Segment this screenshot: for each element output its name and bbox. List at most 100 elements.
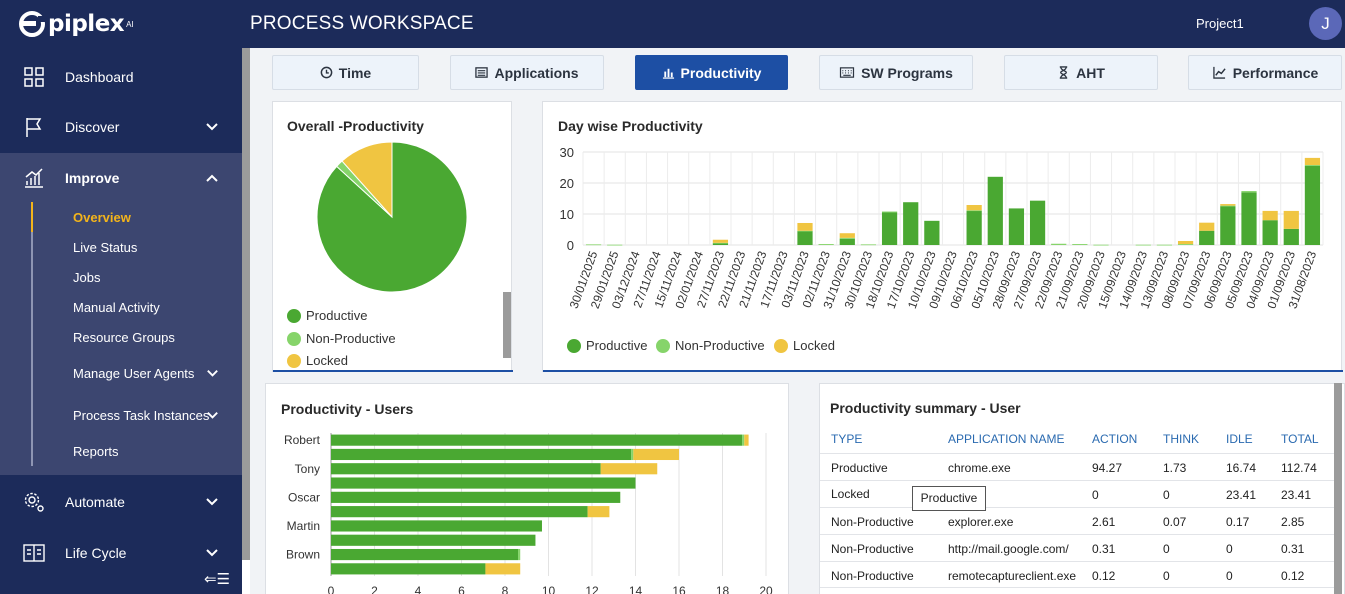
bar-segment-non-productive [518,548,521,561]
column-header-total[interactable]: TOTAL [1281,432,1319,446]
tab-productivity[interactable]: Productivity [635,55,788,90]
sidebar-item-label: Life Cycle [65,545,127,561]
piplex-logo[interactable]: piplex AI [18,9,138,39]
cell-total: 2.85 [1281,515,1305,529]
productivity-summary-card: Productivity summary - User [819,383,1345,594]
collapse-sidebar-icon[interactable]: ⇐☰ [204,571,231,588]
submenu-resource-groups[interactable]: Resource Groups [73,330,175,345]
column-header-application[interactable]: APPLICATION NAME [948,432,1065,446]
bar-segment-non-productive [1156,244,1173,246]
cell-think: 0 [1163,542,1170,556]
legend-dot [656,338,670,353]
chevron-up-icon [206,174,218,182]
sidebar-item-label: Improve [65,170,120,186]
column-header-idle[interactable]: IDLE [1226,432,1253,446]
cell-type: Locked [831,487,870,501]
submenu-live-status[interactable]: Live Status [73,240,138,255]
table-row[interactable]: Non-Productive http://mail.google.com/ 0… [820,534,1334,561]
sidebar-scrollbar-thumb[interactable] [242,48,250,560]
column-header-type[interactable]: TYPE [831,432,863,446]
submenu-manage-user-agents[interactable]: Manage User Agents [73,366,195,381]
column-header-action[interactable]: ACTION [1092,432,1138,446]
column-header-think[interactable]: THINK [1163,432,1199,446]
legend-label: Locked [306,353,348,368]
table-row[interactable]: Non-Productive explorer.exe 2.61 0.07 0.… [820,507,1334,534]
table-scrollbar[interactable] [1334,383,1342,594]
bar-segment-productive [903,202,919,245]
cell-total: 0.31 [1281,542,1305,556]
tab-performance[interactable]: Performance [1188,55,1342,90]
bar-segment-productive [924,220,940,245]
submenu-manual-activity[interactable]: Manual Activity [73,300,160,315]
table-row[interactable]: Locked 0 0 23.41 23.41 [820,480,1334,507]
cell-application: chrome.exe [948,461,1011,475]
card-underline [273,370,513,372]
bar-segment-non-productive [860,244,877,246]
legend-productive[interactable]: Productive [567,338,647,353]
bar-segment-non-productive [1093,244,1109,246]
submenu-track [31,202,33,466]
growth-chart-icon [25,168,43,188]
bar-segment-locked [839,233,855,238]
tab-time[interactable]: Time [272,55,419,90]
bar-segment-locked [797,222,813,231]
x-tick-label: 12 [585,584,599,594]
chevron-down-icon[interactable] [205,366,220,381]
y-tick-label: 30 [560,145,574,160]
bar-segment-productive [331,448,632,461]
sidebar-item-discover[interactable]: Discover [0,102,242,152]
cell-idle: 0 [1226,569,1233,583]
x-tick-label: 2 [371,584,378,594]
lifecycle-icon [23,544,45,562]
sidebar-scrollbar[interactable] [242,48,250,594]
bar-segment-locked [1220,204,1236,206]
bar-segment-productive [331,477,636,489]
cell-type: Non-Productive [831,542,914,556]
submenu-jobs[interactable]: Jobs [73,270,101,285]
submenu-reports[interactable]: Reports [73,444,119,459]
bar-segment-productive [331,520,542,532]
sidebar-item-automate[interactable]: Automate [0,477,242,527]
legend-non-productive[interactable]: Non-Productive [656,338,765,353]
legend-label: Non-Productive [675,338,765,353]
cell-application: explorer.exe [948,515,1014,529]
tab-label: Applications [494,64,579,81]
bar-segment-non-productive [839,237,855,239]
legend-productive[interactable]: Productive [287,308,367,323]
table-row[interactable]: Non-Productive remotecaptureclient.exe 0… [820,561,1334,588]
grid-icon [24,67,44,87]
tab-applications[interactable]: Applications [450,55,604,90]
list-icon [475,67,489,78]
sidebar-item-dashboard[interactable]: Dashboard [0,52,242,102]
pie-chart [316,141,468,293]
bar-segment-productive [712,243,729,245]
cell-idle: 16.74 [1226,461,1257,475]
legend-locked[interactable]: Locked [287,353,348,368]
tab-sw-programs[interactable]: SW Programs [819,55,973,90]
bar-segment-non-productive [742,434,745,446]
bar-segment-productive [331,534,536,546]
cell-action: 0.12 [1092,569,1116,583]
chevron-down-icon [206,498,218,506]
summary-title: Productivity summary - User [830,400,1021,416]
submenu-process-task-instances[interactable]: Process Task Instances [73,408,210,423]
user-avatar[interactable]: J [1309,7,1342,40]
chevron-down-icon[interactable] [205,408,220,423]
page-title: PROCESS WORKSPACE [250,13,474,34]
bar-segment-non-productive [585,244,602,246]
project-selector[interactable]: Project1 [1196,16,1244,31]
bar-segment-productive [1220,206,1236,245]
sidebar-item-life-cycle[interactable]: Life Cycle [0,528,242,578]
cell-think: 1.73 [1163,461,1187,475]
sidebar-item-improve[interactable]: Improve [0,153,242,203]
x-tick-label: 6 [458,584,465,594]
submenu-overview[interactable]: Overview [73,210,131,225]
table-row[interactable]: Productive chrome.exe 94.27 1.73 16.74 1… [820,453,1334,480]
card-scrollbar[interactable] [503,292,511,358]
legend-non-productive[interactable]: Non-Productive [287,331,396,346]
x-tick-label: 18 [716,584,730,594]
tab-aht[interactable]: AHT [1004,55,1158,90]
legend-locked[interactable]: Locked [774,338,835,353]
cell-total: 112.74 [1281,461,1317,475]
chevron-down-icon [206,549,218,557]
